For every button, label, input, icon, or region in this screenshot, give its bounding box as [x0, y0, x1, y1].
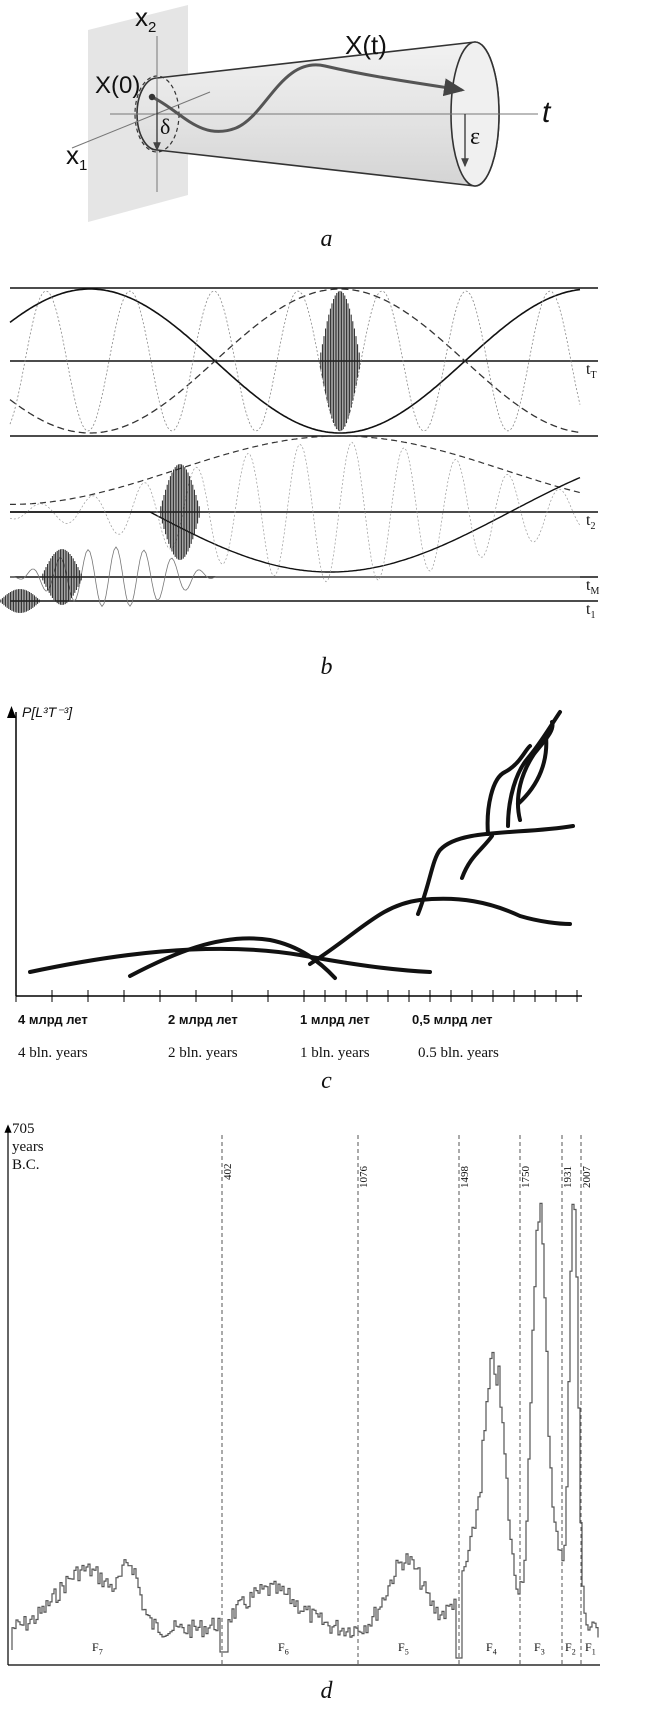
caption-b: b — [320, 654, 333, 680]
b-burst-2 — [160, 464, 200, 560]
phase-tube-diagram — [71, 5, 538, 222]
b-wave-fine — [9, 290, 581, 432]
d-top-label-1: 705 — [12, 1121, 35, 1137]
d-seg-F7: F7 — [92, 1640, 103, 1657]
c-curve-8 — [515, 720, 555, 822]
power-growth-chart — [7, 706, 582, 1002]
b-envelope-upper — [10, 435, 581, 505]
c-tick-en-1: 4 bln. years — [18, 1045, 88, 1061]
c-tick-ru-3: 1 млрд лет — [300, 1012, 370, 1027]
b-burst-1 — [320, 291, 360, 431]
d-series-line — [11, 1202, 599, 1659]
b-wave-lower — [10, 546, 580, 608]
d-top-label-2: years — [12, 1139, 44, 1155]
axis-label-tT: tT — [586, 361, 597, 382]
d-seg-F6: F6 — [278, 1640, 289, 1657]
xt-label: X(t) — [345, 30, 387, 60]
c-curve-4 — [416, 824, 575, 916]
panel-c: P[L³T⁻³] 4 млрд лет 2 млрд лет 1 млрд ле… — [0, 700, 653, 1100]
c-tick-ru-4: 0,5 млрд лет — [412, 1012, 493, 1027]
trajectory-curve — [151, 63, 465, 133]
d-year-2007: 2007 — [581, 1166, 593, 1188]
c-curve-1 — [28, 946, 432, 974]
d-year-1498: 1498 — [459, 1166, 471, 1188]
d-seg-F3: F3 — [534, 1640, 545, 1657]
start-point — [148, 93, 156, 101]
c-tick-ru-1: 4 млрд лет — [18, 1012, 88, 1027]
eps-label: ε — [470, 124, 481, 150]
x2-label: x2 — [135, 2, 157, 37]
d-seg-F2: F2 — [565, 1640, 576, 1657]
d-top-label: 705 years B.C. — [12, 1120, 44, 1174]
d-seg-F4: F4 — [486, 1640, 497, 1657]
d-seg-F1: F1 — [585, 1640, 596, 1657]
c-tick-en-3: 1 bln. years — [300, 1045, 370, 1061]
x1-label: x1 — [66, 140, 88, 175]
b-wave-main-dashed — [9, 288, 581, 434]
c-curve-6 — [485, 744, 532, 836]
panel-d: 705 years B.C. 402 1076 1498 1750 1931 2… — [0, 1110, 653, 1713]
b-wave-main — [9, 288, 581, 434]
d-top-label-3: B.C. — [12, 1157, 40, 1173]
c-tick-en-4: 0.5 bln. years — [418, 1045, 499, 1061]
c-tick-ru-2: 2 млрд лет — [168, 1012, 238, 1027]
b-envelope-lower — [10, 476, 581, 573]
c-ticks — [15, 990, 578, 1002]
x1-axis — [71, 91, 211, 149]
d-year-402: 402 — [222, 1163, 234, 1181]
oscillation-diagram — [0, 287, 598, 613]
caption-a: a — [320, 226, 333, 252]
delta-label: δ — [160, 114, 171, 139]
c-curve-5 — [460, 834, 494, 880]
time-series-chart — [4, 1124, 600, 1666]
x0-label: X(0) — [95, 72, 141, 99]
axis-label-tM: tM — [586, 577, 600, 598]
c-curve-3 — [308, 896, 572, 966]
b-burst-4 — [0, 589, 40, 613]
d-year-1931: 1931 — [562, 1166, 574, 1188]
c-curve-2 — [128, 936, 337, 980]
caption-d: d — [320, 1678, 333, 1704]
panel-a: x2 X(0) X(t) t x1 δ ε — [0, 0, 653, 255]
panel-b: tT t2 tM t1 — [0, 276, 653, 676]
d-year-1076: 1076 — [358, 1166, 370, 1188]
axis-label-t1: t1 — [586, 601, 596, 622]
d-year-1750: 1750 — [520, 1166, 532, 1188]
c-tick-en-2: 2 bln. years — [168, 1045, 238, 1061]
b-wave-middle — [9, 441, 581, 583]
axis-label-t2: t2 — [586, 512, 596, 533]
t-label: t — [542, 96, 551, 129]
d-year-dividers — [221, 1135, 582, 1665]
c-ylabel: P[L³T⁻³] — [22, 704, 73, 720]
b-burst-3 — [42, 549, 82, 605]
c-curve-9 — [516, 734, 549, 806]
d-seg-F5: F5 — [398, 1640, 409, 1657]
caption-c: c — [321, 1068, 332, 1094]
c-curve-7 — [506, 710, 562, 828]
